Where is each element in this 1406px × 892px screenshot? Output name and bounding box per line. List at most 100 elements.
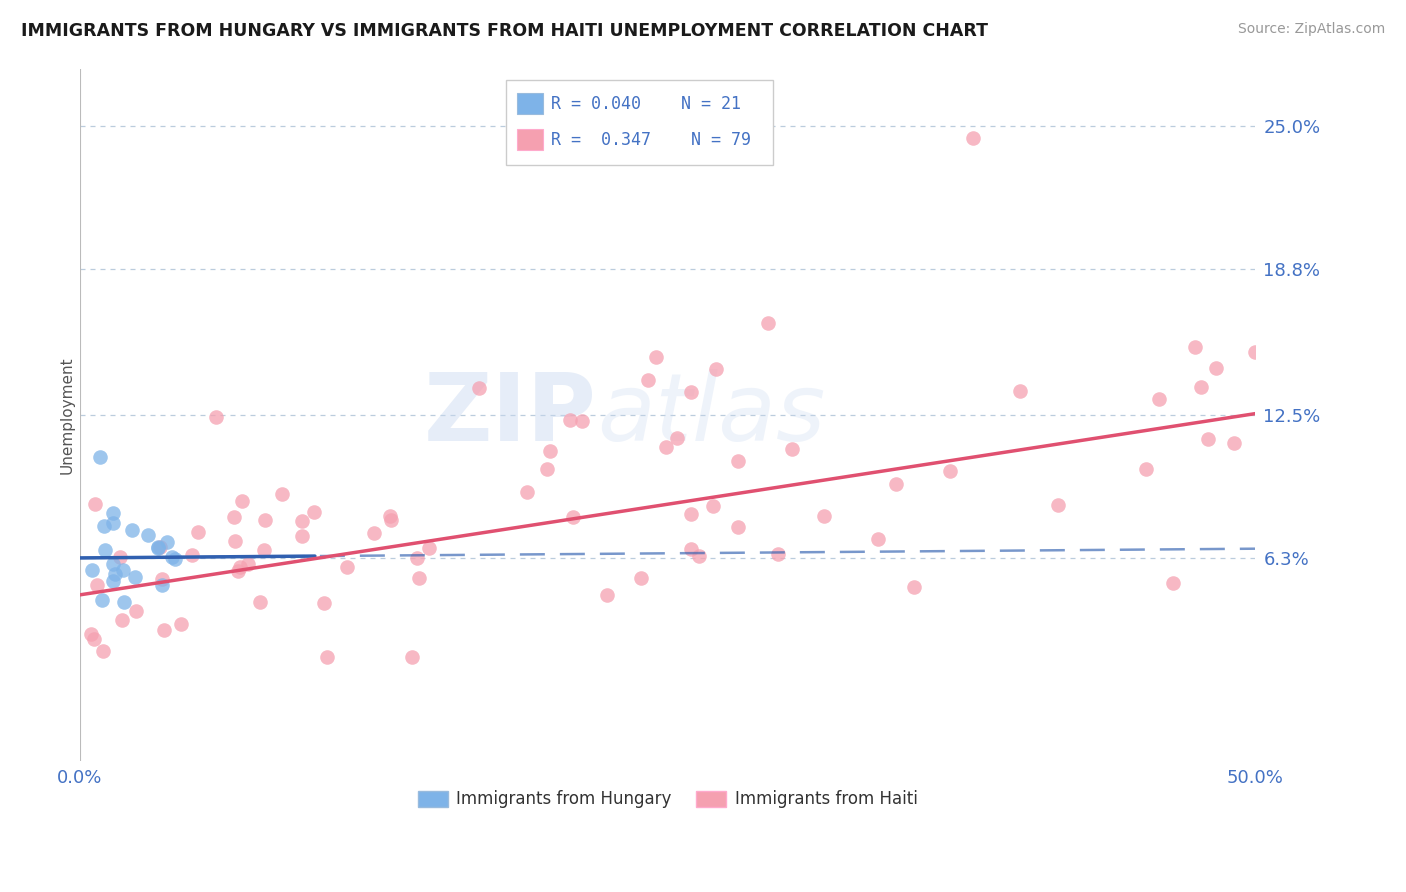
Point xyxy=(562,509,585,524)
Point xyxy=(380,513,402,527)
Point xyxy=(596,588,619,602)
Point xyxy=(93,543,115,558)
Point xyxy=(679,542,702,557)
Point xyxy=(866,532,889,546)
Point xyxy=(80,627,103,641)
Point xyxy=(103,516,125,530)
Text: Source: ZipAtlas.com: Source: ZipAtlas.com xyxy=(1237,22,1385,37)
Point xyxy=(962,130,984,145)
Point xyxy=(1047,498,1070,512)
Point xyxy=(637,373,659,387)
Point xyxy=(679,507,702,521)
Point xyxy=(630,571,652,585)
Point xyxy=(1222,435,1244,450)
Point xyxy=(110,549,132,564)
Point xyxy=(111,563,134,577)
Point xyxy=(111,613,134,627)
Point xyxy=(224,533,246,548)
Point xyxy=(688,549,710,563)
Point xyxy=(378,509,401,524)
Point xyxy=(291,514,314,528)
Point xyxy=(665,431,688,445)
Point xyxy=(160,549,183,564)
Point xyxy=(156,535,179,549)
Point xyxy=(560,413,582,427)
Y-axis label: Unemployment: Unemployment xyxy=(59,356,75,474)
Point xyxy=(90,593,112,607)
Point xyxy=(170,617,193,632)
Point xyxy=(121,524,143,538)
Text: atlas: atlas xyxy=(598,369,825,460)
Point xyxy=(84,498,107,512)
Point xyxy=(125,604,148,618)
Point xyxy=(180,548,202,562)
Point xyxy=(271,487,294,501)
Point xyxy=(468,380,491,394)
Point xyxy=(136,528,159,542)
Point xyxy=(758,316,780,330)
Point xyxy=(706,361,728,376)
Point xyxy=(146,540,169,554)
Point xyxy=(884,476,907,491)
Point xyxy=(89,450,111,464)
Point xyxy=(782,442,804,457)
Text: ZIP: ZIP xyxy=(425,368,598,461)
Point xyxy=(406,550,429,565)
Point xyxy=(644,350,666,364)
Point xyxy=(702,499,724,513)
Point xyxy=(903,580,925,594)
Point xyxy=(727,454,749,468)
Point xyxy=(153,623,176,637)
Point xyxy=(1135,462,1157,476)
Point xyxy=(291,529,314,543)
Point xyxy=(101,506,124,520)
Point xyxy=(149,541,172,555)
Point xyxy=(83,632,105,646)
Text: IMMIGRANTS FROM HUNGARY VS IMMIGRANTS FROM HAITI UNEMPLOYMENT CORRELATION CHART: IMMIGRANTS FROM HUNGARY VS IMMIGRANTS FR… xyxy=(21,22,988,40)
Point xyxy=(146,541,169,555)
Point xyxy=(1205,360,1227,375)
Point xyxy=(103,557,125,571)
Point xyxy=(238,557,260,571)
Point xyxy=(152,578,174,592)
Point xyxy=(1147,392,1170,407)
Point xyxy=(231,494,253,508)
Point xyxy=(679,384,702,399)
Point xyxy=(1010,384,1032,398)
Point xyxy=(1189,380,1212,394)
Point xyxy=(938,464,960,478)
Point xyxy=(150,572,173,586)
Point xyxy=(253,513,276,527)
Point xyxy=(536,462,558,476)
Point xyxy=(163,552,186,566)
Text: R =  0.347    N = 79: R = 0.347 N = 79 xyxy=(551,131,751,149)
Point xyxy=(1184,340,1206,354)
Point xyxy=(418,541,440,555)
Point xyxy=(226,564,249,578)
Point xyxy=(222,510,245,524)
Point xyxy=(538,444,561,458)
Point xyxy=(655,440,678,454)
Point xyxy=(768,547,790,561)
Point xyxy=(91,644,114,658)
Point xyxy=(316,650,339,665)
Point xyxy=(571,414,593,428)
Point xyxy=(253,543,276,558)
Point xyxy=(727,520,749,534)
Text: R = 0.040    N = 21: R = 0.040 N = 21 xyxy=(551,95,741,112)
Point xyxy=(80,563,103,577)
Point xyxy=(229,559,252,574)
Point xyxy=(516,485,538,500)
Point xyxy=(408,571,430,585)
Point xyxy=(104,566,127,581)
Point xyxy=(312,596,335,610)
Point xyxy=(401,650,423,665)
Point xyxy=(363,525,385,540)
Point xyxy=(187,524,209,539)
Point xyxy=(205,409,228,424)
Point xyxy=(103,574,125,589)
Point xyxy=(336,560,359,574)
Point xyxy=(813,508,835,523)
Point xyxy=(112,595,135,609)
Legend: Immigrants from Hungary, Immigrants from Haiti: Immigrants from Hungary, Immigrants from… xyxy=(411,784,924,815)
